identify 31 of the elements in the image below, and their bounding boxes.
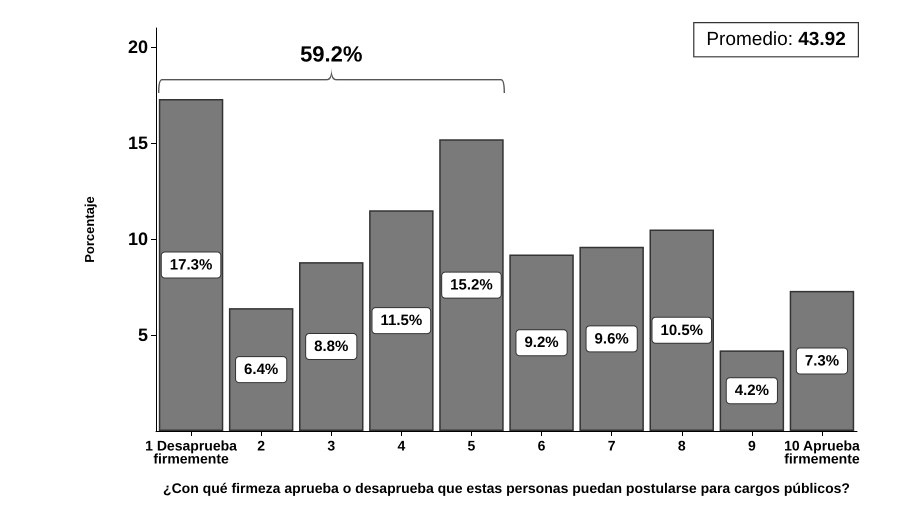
x-tick-label: 10 Aprueba firmemente bbox=[784, 438, 860, 466]
annotation: 59.2% bbox=[300, 42, 362, 67]
y-tick-label: 10 bbox=[128, 229, 148, 250]
x-tick-label: 1 Desaprueba firmemente bbox=[145, 438, 238, 466]
x-tick-label: 4 bbox=[397, 438, 406, 454]
x-axis-title: ¿Con qué firmeza aprueba o desaprueba que estas personas puedan postularse para cargos públicos? bbox=[163, 480, 850, 496]
x-tick-label: 8 bbox=[678, 438, 686, 454]
data-label: 11.5% bbox=[380, 312, 422, 330]
x-tick-label: 2 bbox=[257, 438, 266, 454]
data-label: 17.3% bbox=[170, 256, 212, 274]
data-label: 10.5% bbox=[660, 322, 704, 339]
x-tick-label: 3 bbox=[327, 438, 336, 454]
x-tick-label: 6 bbox=[538, 438, 546, 454]
data-label: 8.8% bbox=[314, 338, 348, 356]
y-tick-label: 5 bbox=[138, 325, 148, 346]
x-tick-label: 9 bbox=[748, 438, 756, 454]
data-label: 6.4% bbox=[244, 361, 278, 378]
x-tick-label: 7 bbox=[608, 438, 616, 454]
data-label: 15.2% bbox=[450, 276, 493, 294]
y-tick-label: 15 bbox=[128, 133, 148, 154]
y-tick-label: 20 bbox=[128, 37, 148, 58]
y-axis-title: Porcentaje bbox=[82, 196, 97, 263]
data-label: 7.3% bbox=[804, 352, 840, 370]
data-label: 9.6% bbox=[594, 330, 629, 348]
data-label: 4.2% bbox=[734, 382, 769, 400]
bar bbox=[439, 139, 504, 431]
data-label: 9.2% bbox=[524, 334, 559, 352]
x-tick-label: 5 bbox=[468, 438, 476, 454]
bar bbox=[369, 210, 434, 431]
annotation: Promedio: 43.92 bbox=[706, 29, 846, 50]
bar bbox=[158, 99, 224, 431]
